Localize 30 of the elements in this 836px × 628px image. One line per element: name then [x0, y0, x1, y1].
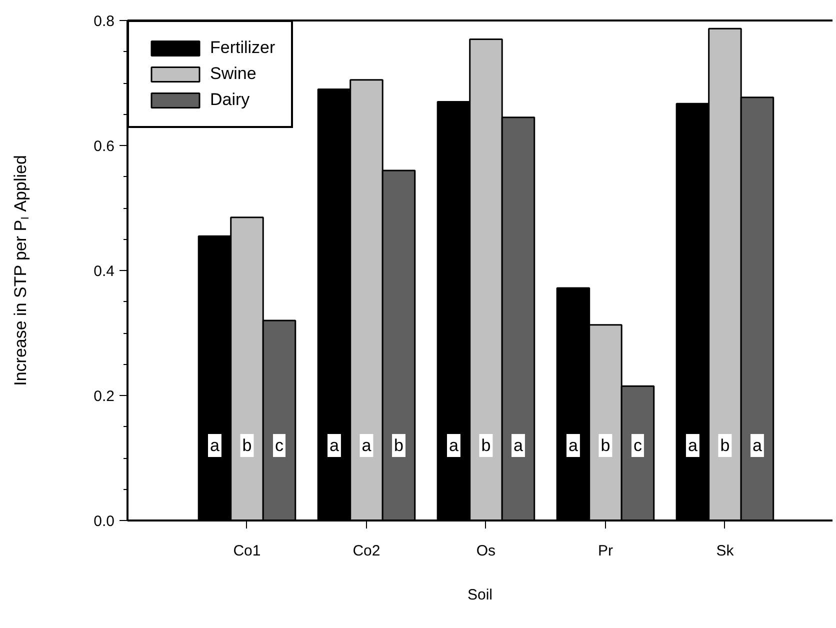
y-axis-title: Increase in STP per PI Applied [11, 155, 32, 386]
y-tick-label: 0.4 [94, 263, 115, 280]
annotation: a [514, 436, 524, 455]
annotation: a [568, 436, 578, 455]
annotation: b [394, 436, 404, 455]
annotation: a [362, 436, 372, 455]
y-tick-label: 0.8 [94, 13, 115, 30]
annotation: a [448, 436, 459, 455]
annotation: c [633, 436, 642, 455]
y-tick-label: 0.6 [94, 138, 115, 155]
x-tick-label: Co1 [233, 542, 261, 560]
annotation: b [720, 436, 730, 455]
annotation: a [688, 436, 698, 455]
y-tick-label: 0.2 [94, 388, 115, 405]
legend-label: Dairy [210, 90, 250, 110]
annotation: b [242, 436, 252, 455]
annotation: c [275, 436, 284, 455]
legend-label: Swine [210, 64, 256, 84]
legend-label: Fertilizer [210, 38, 276, 58]
annotation: b [600, 436, 610, 455]
annotation: a [210, 436, 220, 455]
y-tick-label: 0.0 [94, 513, 115, 530]
x-axis-title: Soil [467, 586, 493, 604]
annotation: b [481, 436, 491, 455]
annotation: a [329, 436, 340, 455]
x-tick-label: Os [476, 542, 496, 560]
x-tick-label: Sk [716, 542, 734, 560]
x-tick-label: Pr [598, 542, 613, 560]
annotation: a [752, 436, 762, 455]
x-tick-label: Co2 [352, 542, 380, 560]
